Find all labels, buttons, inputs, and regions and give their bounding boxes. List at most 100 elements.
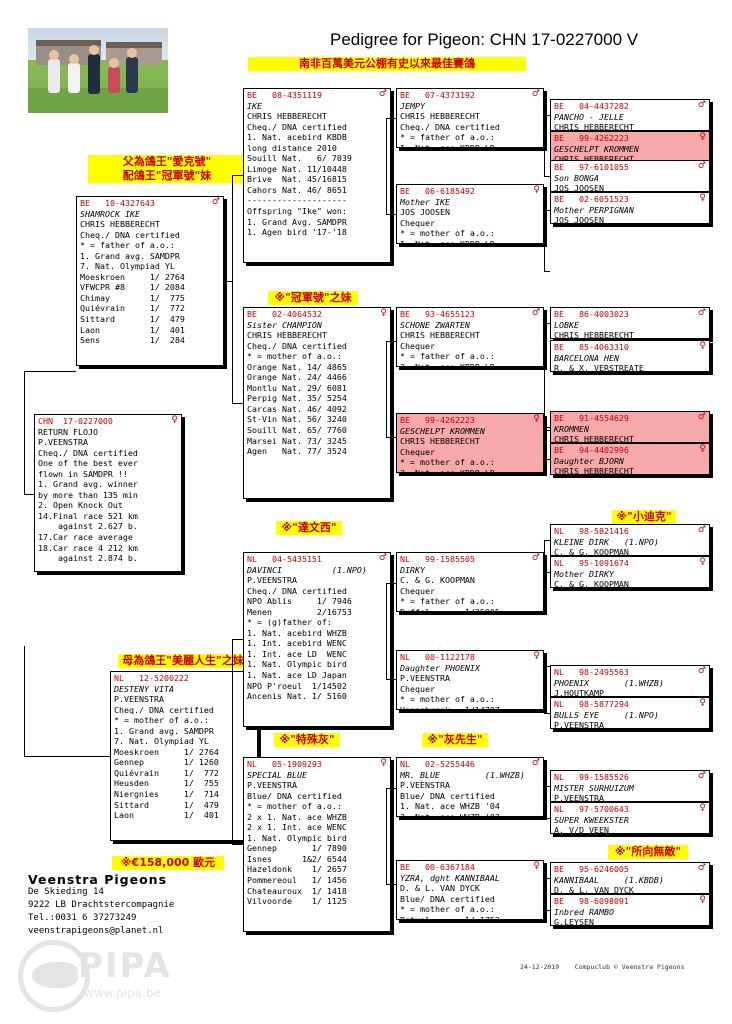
card-father[interactable]: BE 10-4327643 ♂ SHAMROCK IKE CHRIS HEBBEREC… <box>76 196 224 366</box>
detail-line: * = mother of a.o.: <box>247 801 342 812</box>
ring-number: BE 91-4554629 <box>554 413 629 423</box>
male-sex-icon: ♂ <box>531 89 540 99</box>
card-gen4-kannibaal[interactable]: BE 95-6246005 ♂ KANNIBAAL (1.KBDB) D. & L. … <box>550 862 710 894</box>
ring-number-row: BE 00-6367184 ♀ <box>400 862 540 873</box>
connector-g3-g4-bot-6 <box>544 818 550 819</box>
detail-line: St-Vin Nat. 56/ 3240 <box>247 414 347 425</box>
card-gen4-phoenix[interactable]: NL 98-2495563 ♂ PHOENIX (1.WHZB) J.HOUTKAMP <box>550 665 710 697</box>
pigeon-name: SCHONE ZWARTEN <box>400 319 470 330</box>
photo-person-5 <box>126 47 138 93</box>
male-sex-icon: ♂ <box>697 863 706 873</box>
connector-g2-g3-top-0 <box>386 118 396 119</box>
detail-line: * = mother of a.o.: <box>114 715 209 726</box>
owner-name: CHRIS HEBBERECHT <box>554 122 634 131</box>
detail-line: Orange Nat. 24/ 4466 <box>247 372 347 383</box>
ring-number-row: BE 06-6185492 ♀ <box>400 186 540 197</box>
card-gen4-krommen[interactable]: BE 91-4554629 ♂ KROMMEN CHRIS HEBBERECHT <box>550 411 710 443</box>
detail-line: Chequer <box>400 217 435 228</box>
pigeon-name: YZRA, dght KANNIBAAL <box>400 872 500 883</box>
connector-g3-g4-top-3 <box>544 430 550 431</box>
detail-line: -------------------- <box>247 195 347 206</box>
card-subject-pigeon[interactable]: CHN 17-0227000 ♀ RETURN FLOJO P.VEENSTRA Che… <box>34 414 182 572</box>
card-gen3-mother-ike[interactable]: BE 06-6185492 ♀ Mother IKE JOS JOOSEN Cheque… <box>396 184 544 244</box>
kennel-phone: Tel.:0031 6 37273249 <box>28 913 137 923</box>
detail-line: Blue/ DNA certified <box>400 790 495 801</box>
card-gen4-mister-surhuizum[interactable]: NL 99-1585526 ♂ MISTER SURHUIZUM P.VEENSTRA <box>550 770 710 802</box>
card-gen4-son-bonga[interactable]: BE 97-6101055 ♂ Son BONGA JOS JOOSEN <box>550 160 710 192</box>
detail-line: Isnes 1&2/ 6544 <box>247 853 347 864</box>
card-gen3-mr-blue[interactable]: NL 02-5255446 ♂ MR. BLUE (1.WHZB) P.VEENSTR… <box>396 757 544 817</box>
card-gen4-kleine-dirk[interactable]: NL 98-5821416 ♂ KLEINE DIRK (1.NPO) C. & G.… <box>550 524 710 556</box>
kennel-email[interactable]: veenstrapigeons@planet.nl <box>28 926 164 936</box>
card-gen3-geschelpt-krommen[interactable]: BE 99-4262223 ♀ GESCHELPT KROMMEN CHRIS HEB… <box>396 413 544 473</box>
detail-line: Chequer <box>400 446 435 457</box>
detail-line: Marsei Nat. 73/ 3245 <box>247 435 347 446</box>
card-mother[interactable]: NL 12-5200222♀DESTENY VITAP.VEENSTRACheq… <box>110 671 258 841</box>
card-gen4-daughter-bjorn[interactable]: BE 94-4402996 ♀ Daughter BJORN CHRIS HEBBER… <box>550 443 710 475</box>
card-gen2-davinci[interactable]: NL 04-5435151 ♂ DAVINCI (1.NPO) P.VEENSTRA C… <box>243 552 391 727</box>
card-gen4-super-kweekster[interactable]: NL 97-5700643 ♀ SUPER KWEEKSTER A. V/D VEEN <box>550 802 710 834</box>
detail-line: Chimay 1/ 775 <box>80 292 185 303</box>
detail-line: against 2.627 b. <box>38 521 138 532</box>
pigeon-name: DESTENY VITA <box>114 683 174 694</box>
card-gen4-bulls-eye[interactable]: NL 98-5877294 ♀ BULLS EYE (1.NPO) P.VEENSTR… <box>550 697 710 729</box>
ring-number-row: BE 99-4262223 ♀ <box>554 133 706 144</box>
connector-g3-g4-top-6 <box>544 786 550 787</box>
detail-line: Cheq./ DNA certified <box>38 447 138 458</box>
card-gen4-mother-dirky[interactable]: NL 95-1091674 ♀ Mother DIRKY C. & G. KOOPMA… <box>550 556 710 588</box>
card-gen3-daughter-phoenix[interactable]: NL 00-1122178 ♀ Daughter PHOENIX P.VEENSTRA… <box>396 650 544 710</box>
card-gen3-yzra[interactable]: BE 00-6367184 ♀ YZRA, dght KANNIBAAL D. & L… <box>396 860 544 920</box>
ring-number: BE 86-4003023 <box>554 309 629 319</box>
ring-number: BE 02-4064532 <box>247 309 322 319</box>
ring-number-row: BE 94-4402996 ♀ <box>554 445 706 456</box>
card-gen4-lobke[interactable]: BE 86-4003023 ♂ LOBKE CHRIS HEBBERECHT <box>550 307 710 339</box>
detail-line: Montlu Nat. 29/ 6081 <box>247 382 347 393</box>
detail-line: 7. Nat. Olympiad YL <box>80 261 175 272</box>
detail-line: P.VEENSTRA <box>114 694 164 705</box>
pipa-ring-icon <box>18 940 90 1012</box>
ring-number-row: BE 10-4327643 ♂ <box>80 198 220 209</box>
detail-line: 1. Grand avg. SAMDPR <box>114 725 214 736</box>
card-gen3-jempy[interactable]: BE 07-4373192 ♂ JEMPY CHRIS HEBBERECHT Cheq.… <box>396 88 544 148</box>
detail-line: Heusden 1/ 755 <box>114 778 219 789</box>
ring-number: BE 97-6101055 <box>554 162 629 172</box>
detail-line: 1. Grand avg. SAMDPR <box>80 250 180 261</box>
card-gen2-sister-champion[interactable]: BE 02-4064532 ♀ Sister CHAMPION CHRIS HEBBE… <box>243 307 391 499</box>
card-gen4-geschelpt-krommen[interactable]: BE 99-4262223 ♀ GESCHELPT KROMMEN CHRIS HEB… <box>550 131 710 163</box>
female-sex-icon: ♀ <box>533 185 540 195</box>
detail-line: Chequer <box>400 585 435 596</box>
owner-name: C. & G. KOOPMAN <box>554 579 629 588</box>
card-gen4-mother-perpignan[interactable]: BE 02-6051523 ♀ Mother PERPIGNAN JOS JOOSEN <box>550 192 710 224</box>
pigeon-name: Mother DIRKY <box>554 568 614 579</box>
detail-line: P.VEENSTRA <box>247 575 297 586</box>
connector-g2-g3-v-0 <box>386 118 387 214</box>
card-gen2-ike[interactable]: BE 08-4351119 ♂ IKE CHRIS HEBBERECHT Cheq./ … <box>243 88 391 263</box>
card-gen4-pancho-jelle[interactable]: BE 04-4437282 ♂ PANCHO - JELLE CHRIS HEBBER… <box>550 99 710 131</box>
owner-name: D. & L. VAN DYCK <box>554 885 634 894</box>
detail-line: Chequer <box>400 340 435 351</box>
card-gen4-barcelona-hen[interactable]: BE 85-4063310 ♀ BARCELONA HEN R. & X. VERST… <box>550 340 710 372</box>
pigeon-name: Daughter PHOENIX <box>400 662 480 673</box>
detail-line: 1. Nat. acebird WHZB <box>247 627 347 638</box>
pigeon-name: KROMMEN <box>554 423 589 434</box>
card-gen4-inbred-rambo[interactable]: BE 98-6098091 ♀ Inbred RAMBO G.LEYSEN <box>550 894 710 926</box>
ring-number: NL 95-1091674 <box>554 558 629 568</box>
detail-line: against 2.874 b. <box>38 553 138 564</box>
card-gen2-special-blue[interactable]: NL 05-1909293 ♀ SPECIAL BLUE P.VEENSTRA Blue… <box>243 757 391 932</box>
connector-mother-in2 <box>258 756 259 757</box>
detail-line: Laon 1/ 401 <box>114 810 219 821</box>
pigeon-name: KLEINE DIRK (1.NPO) <box>554 536 659 547</box>
card-gen3-dirky[interactable]: NL 99-1585505 ♂ DIRKY C. & G. KOOPMAN Cheque… <box>396 552 544 612</box>
owner-name: CHRIS HEBBERECHT <box>554 330 634 339</box>
detail-line: 1. Nat. ace LD Japan <box>247 670 347 681</box>
detail-line: Cheq./ DNA certified <box>80 229 180 240</box>
ring-number-row: BE 97-6101055 ♂ <box>554 162 706 173</box>
connector-g2-g3-v-1 <box>386 341 387 437</box>
detail-line: 1. Int. ace LD WENC <box>247 648 347 659</box>
ring-number-row: NL 97-5700643 ♀ <box>554 804 706 815</box>
annotation-father-note: 父為鴿王"愛克號" 配鴿王"冠軍號"妹 <box>88 155 246 183</box>
ring-number-row: NL 99-1585526 ♂ <box>554 772 706 783</box>
banner-annotation: 南非百萬美元公棚有史以來最佳賽鴿 <box>248 57 526 71</box>
card-gen3-schone-zwarten[interactable]: BE 93-4655123 ♂ SCHONE ZWARTEN CHRIS HEBBER… <box>396 307 544 367</box>
